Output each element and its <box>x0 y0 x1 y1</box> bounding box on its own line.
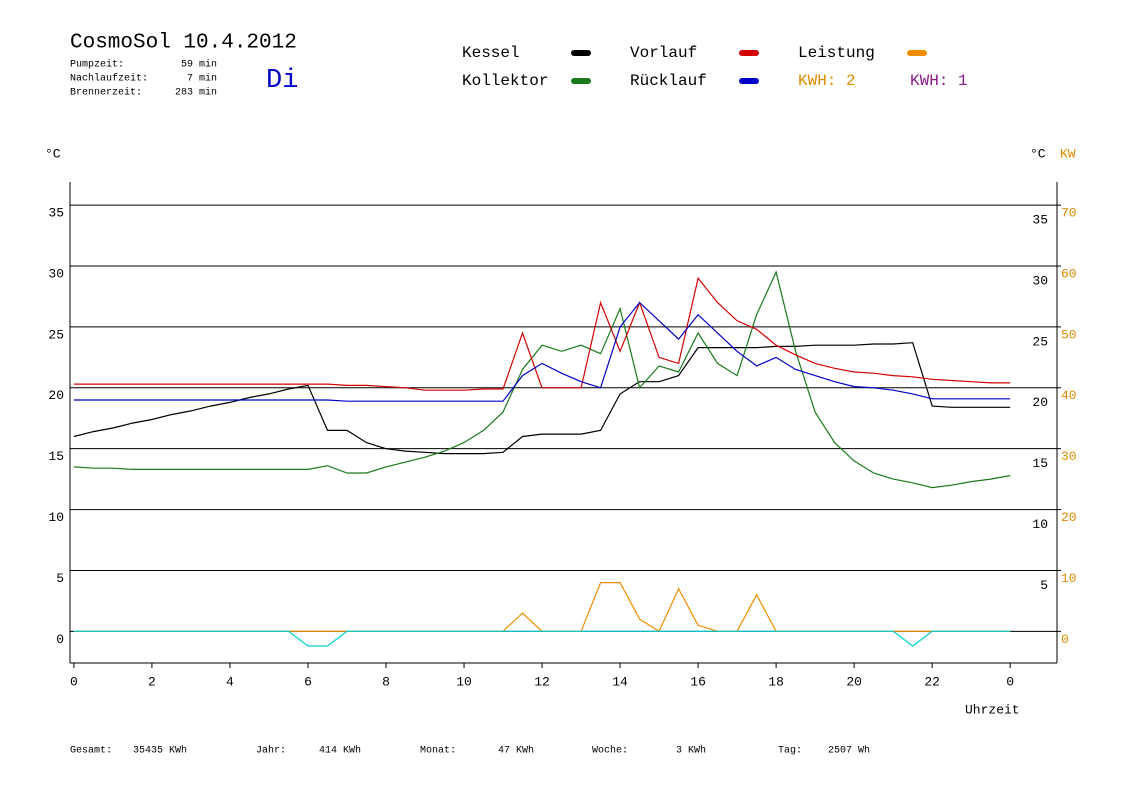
footer-label: Woche: <box>592 745 628 757</box>
legend-label: Kessel <box>462 44 520 62</box>
y2-tick-label: 60 <box>1061 266 1077 281</box>
y2-axis-label: °C <box>1030 146 1046 161</box>
x-axis-label: Uhrzeit <box>965 702 1020 717</box>
info-value: 7 min <box>187 73 217 85</box>
y2-tick-label: 20 <box>1061 510 1077 525</box>
kwh-label: KWH: 2 <box>798 72 856 90</box>
y-tick-label: 5 <box>56 571 64 586</box>
y-tick-label-right: 30 <box>1032 273 1048 288</box>
series-line <box>73 270 1011 489</box>
y-axis-label: °C <box>45 146 61 161</box>
x-tick-label: 14 <box>612 674 628 689</box>
y2-tick-label: 40 <box>1061 388 1077 403</box>
y-tick-label-right: 5 <box>1040 578 1048 593</box>
y-tick-label-right: 15 <box>1032 456 1048 471</box>
y2-tick-label: 30 <box>1061 449 1077 464</box>
x-tick-label: 2 <box>148 674 156 689</box>
y-tick-label: 20 <box>48 388 64 403</box>
y-tick-label-right: 20 <box>1032 395 1048 410</box>
x-tick-label: 20 <box>846 674 862 689</box>
footer-value: 2507 Wh <box>828 745 870 757</box>
day-label: Di <box>266 66 298 96</box>
series-line <box>73 301 1011 402</box>
legend-label: Rücklauf <box>630 72 707 90</box>
info-label: Pumpzeit: <box>70 59 124 71</box>
y-tick-label-right: 25 <box>1032 334 1048 349</box>
y2-tick-label: 50 <box>1061 327 1077 342</box>
x-tick-label: 22 <box>924 674 940 689</box>
y2-tick-label: 0 <box>1061 632 1069 647</box>
footer-value: 3 KWh <box>676 745 706 757</box>
x-tick-label: 12 <box>534 674 550 689</box>
footer-label: Jahr: <box>256 745 286 757</box>
chart-title: CosmoSol 10.4.2012 <box>70 32 297 55</box>
y-tick-label: 15 <box>48 449 64 464</box>
series-line <box>73 630 1011 647</box>
y2-tick-label: 10 <box>1061 571 1077 586</box>
x-tick-label: 0 <box>1006 674 1014 689</box>
x-tick-label: 8 <box>382 674 390 689</box>
y-tick-label: 10 <box>48 510 64 525</box>
y-tick-label-right: 10 <box>1032 517 1048 532</box>
legend-label: Vorlauf <box>630 44 697 62</box>
series-line <box>73 582 1011 633</box>
info-label: Nachlaufzeit: <box>70 73 148 85</box>
x-tick-label: 0 <box>70 674 78 689</box>
y2-tick-label: 70 <box>1061 206 1077 221</box>
footer-value: 47 KWh <box>498 745 534 757</box>
x-tick-label: 16 <box>690 674 706 689</box>
y-tick-label: 0 <box>56 632 64 647</box>
y-tick-label: 30 <box>48 266 64 281</box>
y-tick-label: 35 <box>48 206 64 221</box>
info-label: Brennerzeit: <box>70 87 142 99</box>
legend-label: Leistung <box>798 44 875 62</box>
x-tick-label: 4 <box>226 674 234 689</box>
series-line <box>73 276 1011 391</box>
legend-label: Kollektor <box>462 72 548 90</box>
y-tick-label-right: 35 <box>1032 213 1048 228</box>
x-tick-label: 18 <box>768 674 784 689</box>
footer-value: 414 KWh <box>319 745 361 757</box>
kwh-label: KWH: 1 <box>910 72 968 90</box>
y-tick-label: 25 <box>48 327 64 342</box>
footer-label: Gesamt: <box>70 746 112 757</box>
x-tick-label: 6 <box>304 674 312 689</box>
y2-unit: KW <box>1060 146 1076 161</box>
footer-value: 35435 KWh <box>133 745 187 757</box>
series-line <box>73 342 1011 455</box>
footer-label: Monat: <box>420 746 456 757</box>
info-value: 59 min <box>181 59 217 71</box>
x-tick-label: 10 <box>456 674 472 689</box>
footer-label: Tag: <box>778 746 802 757</box>
info-value: 283 min <box>175 87 217 99</box>
